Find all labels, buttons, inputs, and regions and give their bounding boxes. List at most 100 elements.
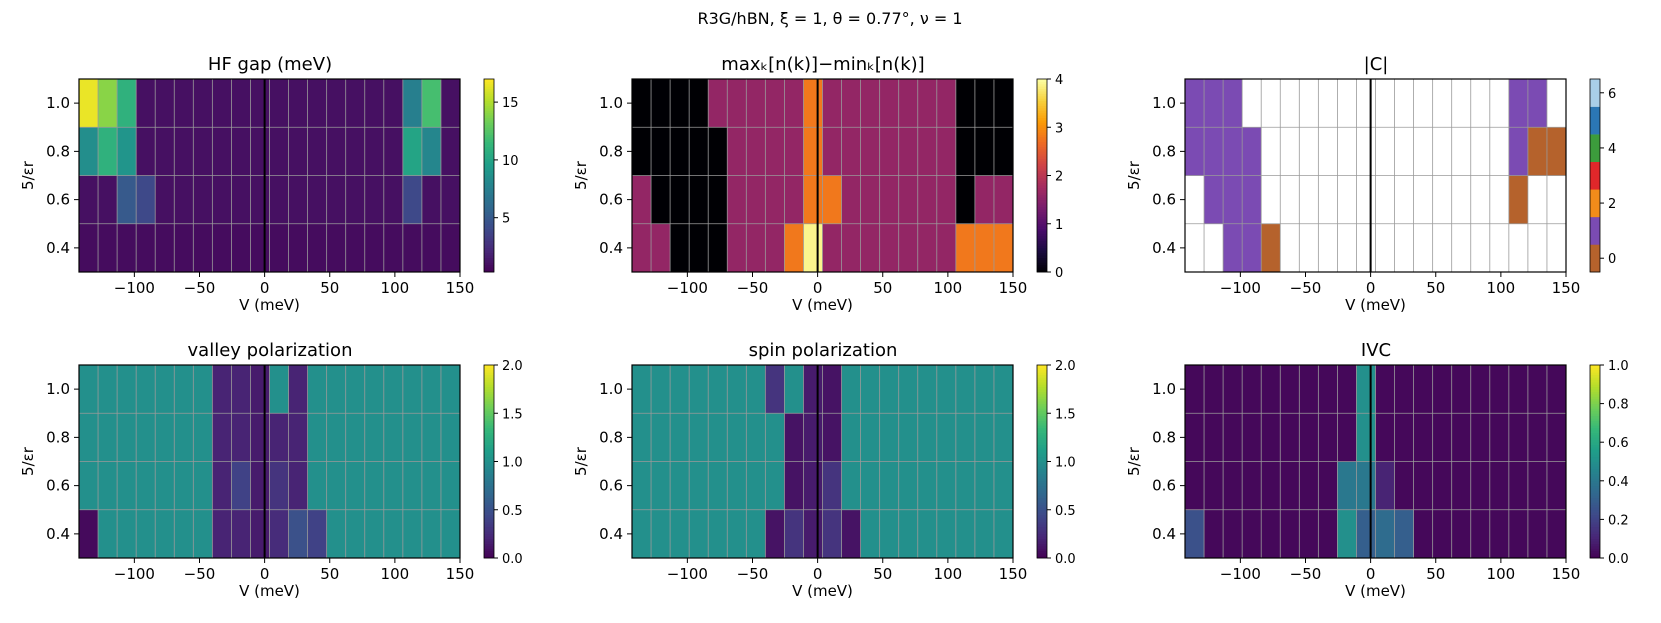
colorbar-strip [1037, 459, 1047, 462]
colorbar-strip [484, 502, 494, 506]
heatmap-cell [993, 175, 1014, 225]
x-tick-label: −100 [1220, 565, 1261, 583]
colorbar-strip [484, 367, 494, 371]
colorbar: 0 1 2 3 4 [1036, 73, 1063, 281]
colorbar-strip [1037, 103, 1047, 106]
colorbar-strip [484, 177, 494, 181]
colorbar-strip [484, 396, 494, 400]
colorbar-strip [1590, 451, 1600, 455]
heatmap-cell [879, 413, 899, 462]
colorbar-strip [484, 175, 494, 179]
heatmap-cell [383, 127, 404, 176]
colorbar-tick-label: 6 [1608, 87, 1616, 102]
colorbar-strip [1037, 206, 1047, 210]
heatmap-cell [1508, 79, 1529, 128]
colorbar-strip [484, 81, 494, 85]
colorbar-strip [1037, 120, 1047, 123]
colorbar-strip [484, 209, 494, 213]
colorbar-strip [1590, 500, 1600, 503]
heatmap-cell [421, 365, 442, 414]
colorbar-strip [1037, 122, 1047, 126]
colorbar-strip [1590, 442, 1600, 446]
heatmap-cell [345, 223, 366, 273]
heatmap-cell [326, 79, 346, 128]
colorbar-strip [484, 202, 494, 205]
colorbar-strip [1590, 377, 1600, 380]
heatmap-cell [936, 509, 957, 559]
heatmap-cell [784, 223, 804, 273]
heatmap-cell [651, 365, 671, 414]
y-tick-label: 1.0 [599, 380, 623, 398]
heatmap-cell [1413, 79, 1433, 128]
colorbar-strip [1590, 478, 1600, 482]
colorbar-tick-label: 2.0 [502, 359, 523, 374]
heatmap-cell [822, 223, 842, 273]
colorbar-strip [484, 485, 494, 489]
colorbar-strip [1037, 512, 1047, 515]
heatmap-cell [174, 461, 194, 511]
heatmap-cell [727, 79, 747, 128]
heatmap-cell [898, 509, 919, 559]
colorbar-strip [484, 158, 494, 162]
colorbar-strip [1037, 434, 1047, 438]
colorbar-strip [1037, 158, 1047, 162]
colorbar-swatch [1590, 244, 1600, 273]
heatmap-cell [974, 461, 995, 511]
y-tick-label: 0.4 [46, 239, 70, 257]
heatmap-cell [632, 79, 652, 128]
colorbar-strip [1590, 367, 1600, 371]
heatmap-cell [402, 127, 423, 176]
heatmap-cell [1318, 365, 1338, 414]
colorbar: 0.0 0.5 1.0 1.5 2.0 [1036, 359, 1076, 567]
colorbar-strip [1590, 466, 1600, 470]
heatmap-cell [1508, 175, 1529, 225]
heatmap-cell [1489, 79, 1510, 128]
heatmap-cell [765, 79, 785, 128]
colorbar-strip [1590, 468, 1600, 472]
heatmap-cell [231, 509, 251, 559]
heatmap-cell [841, 461, 861, 511]
heatmap-cell [1337, 79, 1357, 128]
colorbar-strip [1590, 369, 1600, 373]
colorbar-strip [1037, 367, 1047, 371]
colorbar-strip [484, 98, 494, 102]
heatmap-cell [345, 127, 366, 176]
heatmap-cell [993, 461, 1014, 511]
heatmap-cell [670, 175, 690, 225]
heatmap-cell [708, 79, 728, 128]
x-tick-label: 100 [934, 279, 963, 297]
colorbar-strip [484, 379, 494, 383]
colorbar-strip [1037, 468, 1047, 472]
colorbar-strip [1037, 531, 1047, 535]
colorbar-strip [1037, 141, 1047, 145]
colorbar-strip [1037, 538, 1047, 542]
colorbar-strip [484, 468, 494, 472]
colorbar-strip [1037, 456, 1047, 460]
heatmap-cell [917, 461, 938, 511]
heatmap-cell [1413, 509, 1433, 559]
heatmap-cell [345, 79, 366, 128]
colorbar-strip [484, 439, 494, 443]
heatmap-cell [117, 461, 137, 511]
colorbar-strip [484, 117, 494, 121]
colorbar-strip [484, 401, 494, 404]
heatmap-cell [1470, 365, 1491, 414]
colorbar-strip [1037, 408, 1047, 412]
heatmap-cell [231, 175, 251, 225]
panel-title: HF gap (meV) [208, 54, 332, 75]
heatmap-cell [765, 509, 785, 559]
colorbar-tick-label: 5 [502, 212, 510, 227]
colorbar-strip [1037, 129, 1047, 133]
colorbar-strip [1037, 194, 1047, 198]
heatmap-cell [79, 223, 99, 273]
heatmap-cell [1413, 461, 1433, 511]
heatmap-cell [212, 175, 232, 225]
heatmap-cell [98, 365, 118, 414]
heatmap-cell [822, 413, 842, 462]
heatmap-cell [1489, 461, 1510, 511]
colorbar-strip [1590, 365, 1600, 368]
colorbar-strip [1037, 475, 1047, 479]
heatmap-cell [136, 79, 156, 128]
heatmap-cell [1280, 413, 1300, 462]
colorbar-strip [484, 127, 494, 131]
